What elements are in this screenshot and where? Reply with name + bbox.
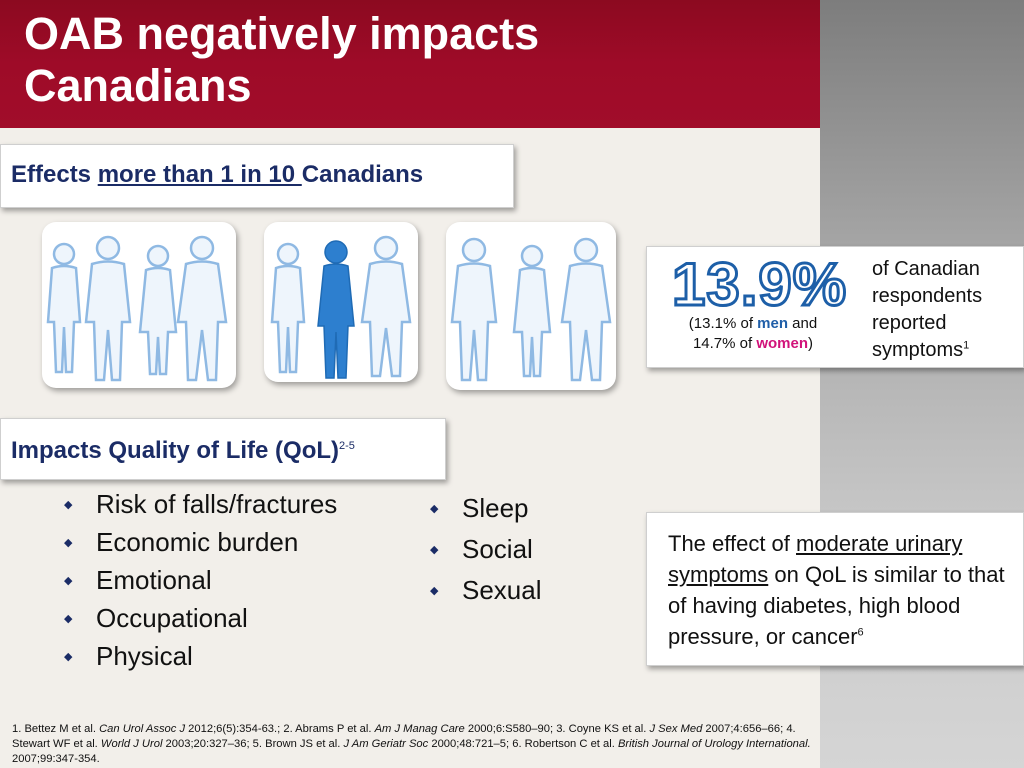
reference-journal: British Journal of Urology International… [617,738,811,750]
people-silhouettes-icon-2 [450,237,612,382]
list-item-label: Sexual [462,575,542,605]
effect-superscript: 6 [857,626,864,639]
diamond-bullet-icon: ◆ [430,585,439,597]
stat-text-line-3: reported [872,312,947,334]
effects-heading-box: Effects more than 1 in 10 Canadians [0,144,514,208]
stat-sub-line2: 14.7% of [692,335,757,352]
list-item-label: Economic burden [96,527,299,557]
reference-2: 2. Abrams P et al. Am J Manag Care 2000;… [283,723,556,735]
effect-suffix: on QoL is similar to that of having diab… [668,562,1005,649]
list-item-label: Social [462,534,533,564]
reference-5: 5. Brown JS et al. J Am Geriatr Soc 2000… [253,738,513,750]
qol-label: Impacts Quality of Life (QoL) [11,437,340,464]
people-group-photo-3 [446,222,616,390]
reference-author: 1. Bettez M et al. [12,723,100,735]
qol-superscript: 2-5 [339,440,355,452]
title-bar: OAB negatively impacts Canadians [0,0,820,128]
stat-sub-close: ) [808,335,814,352]
people-group-photo-1 [42,222,236,388]
reference-author: 6. Robertson C et al. [512,738,618,750]
reference-journal: World J Urol [100,738,163,750]
effect-prefix: The effect of [668,531,797,556]
list-item-label: Occupational [96,603,248,633]
stat-box [646,246,1024,368]
diamond-bullet-icon: ◆ [64,499,73,511]
stat-sub-and: and [788,315,818,332]
list-item: ◆ Sexual [426,575,542,616]
reference-author: 4. Stewart WF et al. [12,723,796,750]
reference-journal: Am J Manag Care [374,723,465,735]
stat-percent: 13.9% [670,250,848,320]
people-group-photo-2-highlighted [264,222,418,382]
list-item: ◆ Economic burden [60,527,337,565]
stat-sub-open: (13.1% of [688,315,758,332]
effects-suffix: Canadians [301,161,424,188]
reference-citation: 2012;6(5):354-63.; [185,723,284,735]
stat-text-line-2: respondents [872,285,983,307]
effects-prefix: Effects [11,161,98,188]
people-silhouettes-highlight-icon [270,235,412,379]
reference-citation: 2007;4:656–66; [702,723,787,735]
diamond-bullet-icon: ◆ [64,575,73,587]
stat-text-line-4: symptoms [872,339,964,361]
qol-list-left: ◆ Risk of falls/fractures ◆ Economic burde… [60,489,337,679]
qol-comparison-text: The effect of moderate urinary symptoms … [668,528,1013,652]
list-item-label: Emotional [96,565,212,595]
qol-comparison-box [646,512,1024,666]
reference-journal: J Sex Med [649,723,703,735]
stat-description: of Canadian respondents reported symptom… [872,256,1012,364]
reference-author: 2. Abrams P et al. [283,723,375,735]
effect-underlined: moderate urinary symptoms [668,531,963,587]
diamond-bullet-icon: ◆ [64,537,73,549]
stat-men: men [757,315,788,332]
stat-women: women [756,335,809,352]
effects-underlined: more than 1 in 10 [97,161,302,188]
people-silhouettes-icon [46,235,228,382]
list-item: ◆ Physical [60,641,337,679]
title-line-2: Canadians [24,60,252,111]
stat-superscript: 1 [963,339,970,352]
reference-6: 6. Robertson C et al. British Journal of… [12,738,811,765]
reference-journal: Can Urol Assoc J [99,723,186,735]
list-item-label: Physical [96,641,193,671]
list-item-label: Risk of falls/fractures [96,489,338,519]
qol-list-right: ◆ Sleep ◆ Social ◆ Sexual [426,493,542,616]
reference-citation: 2000;48:721–5; [428,738,513,750]
reference-3: 3. Coyne KS et al. J Sex Med 2007;4:656–… [556,723,786,735]
reference-citation: 2007;99:347-354. [12,753,100,765]
list-item: ◆ Occupational [60,603,337,641]
diamond-bullet-icon: ◆ [430,544,439,556]
page-title: OAB negatively impacts Canadians [24,8,539,112]
list-item: ◆ Emotional [60,565,337,603]
reference-citation: 2000;6:S580–90; [464,723,557,735]
reference-4: 4. Stewart WF et al. World J Urol 2003;2… [12,723,796,750]
reference-author: 3. Coyne KS et al. [556,723,650,735]
reference-author: 5. Brown JS et al. [252,738,344,750]
list-item: ◆ Sleep [426,493,542,534]
qol-heading-box: Impacts Quality of Life (QoL)2-5 [0,418,446,480]
diamond-bullet-icon: ◆ [64,651,73,663]
list-item: ◆ Risk of falls/fractures [60,489,337,527]
diamond-bullet-icon: ◆ [430,503,439,515]
list-item: ◆ Social [426,534,542,575]
list-item-label: Sleep [462,493,529,523]
reference-1: 1. Bettez M et al. Can Urol Assoc J 2012… [12,723,283,735]
diamond-bullet-icon: ◆ [64,613,73,625]
references: 1. Bettez M et al. Can Urol Assoc J 2012… [12,722,812,767]
title-line-1: OAB negatively impacts [24,8,540,59]
reference-journal: J Am Geriatr Soc [343,738,429,750]
reference-citation: 2003;20:327–36; [162,738,253,750]
stat-text-line-1: of Canadian [872,258,980,280]
stat-breakdown: (13.1% of men and 14.7% of women) [664,314,842,354]
